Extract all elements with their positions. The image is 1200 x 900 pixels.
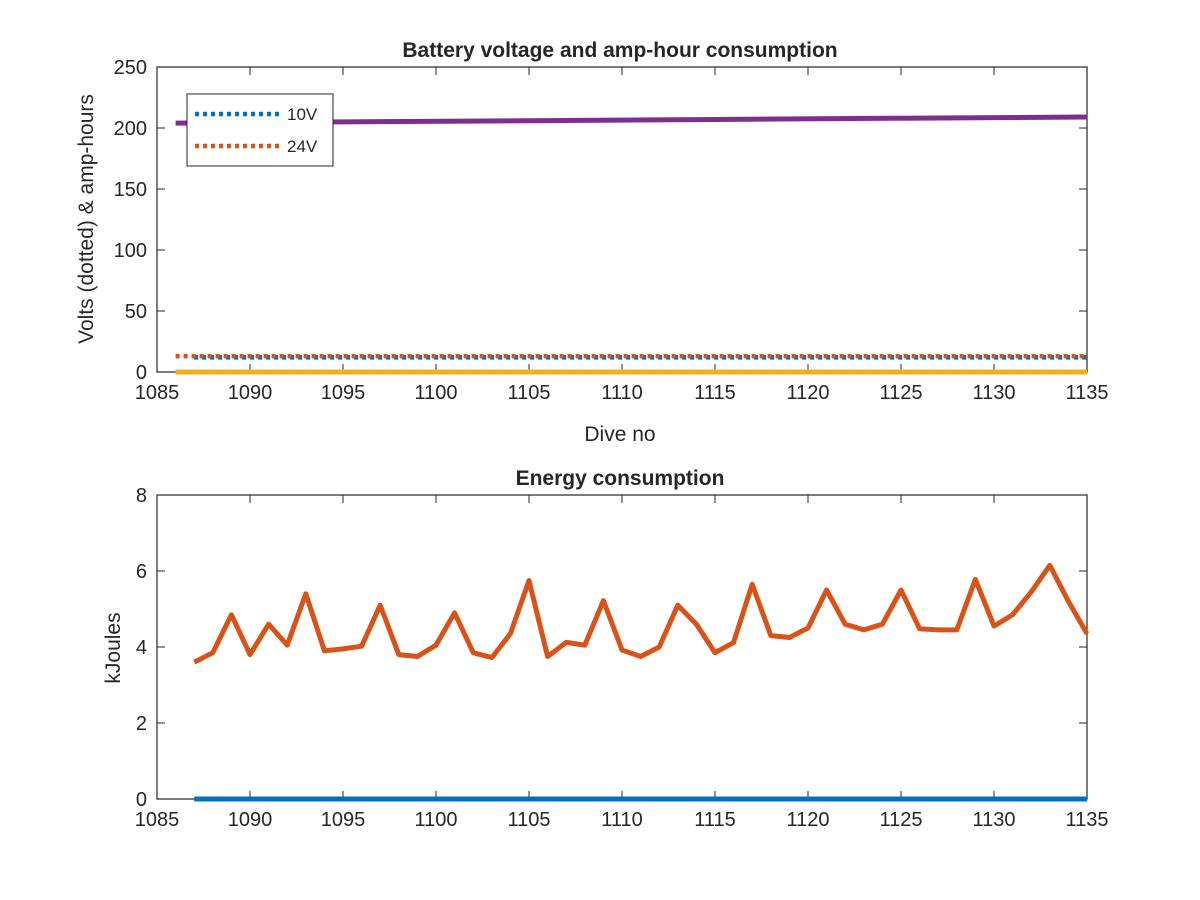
top-chart-ytick-label: 200 — [114, 118, 147, 140]
top-chart-ytick-label: 0 — [136, 362, 147, 384]
bottom-chart-ytick-label: 0 — [136, 789, 147, 811]
legend-label-24v: 24V — [287, 137, 318, 156]
top-chart-ytick-label: 250 — [114, 57, 147, 79]
top-chart-xtick-label: 1090 — [228, 382, 273, 404]
top-chart-xtick-label: 1110 — [601, 382, 643, 404]
top-chart-xtick-label: 1115 — [694, 382, 736, 404]
top-chart-xtick-label: 1100 — [414, 382, 457, 404]
bottom-chart-xtick-label: 1095 — [321, 809, 366, 831]
top-chart-title: Battery voltage and amp-hour consumption — [402, 39, 837, 62]
top-chart-ytick-label: 150 — [114, 179, 147, 201]
bottom-chart-ytick-label: 2 — [136, 713, 147, 735]
top-chart-xtick-label: 1120 — [786, 382, 829, 404]
bottom-chart-ytick-label: 4 — [136, 637, 147, 659]
top-chart-xtick-label: 1125 — [879, 382, 922, 404]
bottom-chart-xtick-label: 1135 — [1065, 809, 1108, 831]
bottom-chart-xtick-label: 1120 — [786, 809, 829, 831]
top-chart-xtick-label: 1085 — [135, 382, 180, 404]
top-chart-ytick-label: 50 — [125, 301, 147, 323]
bottom-chart-ylabel: kJoules — [102, 612, 125, 683]
top-chart-xlabel: Dive no — [584, 423, 655, 446]
bottom-chart-xtick-label: 1115 — [694, 809, 736, 831]
bottom-chart-title: Energy consumption — [516, 467, 725, 490]
legend-label-10v: 10V — [287, 105, 318, 124]
bottom-chart-ytick-label: 6 — [136, 561, 147, 583]
top-chart-xtick-label: 1105 — [507, 382, 550, 404]
bottom-chart-xtick-label: 1125 — [879, 809, 922, 831]
bottom-chart-xtick-label: 1100 — [414, 809, 457, 831]
bottom-chart-xtick-label: 1090 — [228, 809, 273, 831]
top-chart: Battery voltage and amp-hour consumption… — [75, 39, 1109, 446]
top-chart-xtick-label: 1095 — [321, 382, 366, 404]
bottom-chart-xtick-label: 1085 — [135, 809, 180, 831]
top-chart-ylabel: Volts (dotted) & amp-hours — [75, 94, 98, 344]
legend-box — [186, 93, 334, 167]
bottom-chart-series-line1 — [193, 562, 1090, 665]
bottom-chart-xtick-label: 1105 — [507, 809, 550, 831]
top-chart-ytick-label: 100 — [114, 240, 147, 262]
bottom-chart-xtick-label: 1130 — [972, 809, 1015, 831]
bottom-chart: Energy consumption kJoules 1085 1090 1095 1… — [102, 467, 1109, 831]
top-chart-xtick-label: 1135 — [1065, 382, 1108, 404]
top-chart-xtick-label: 1130 — [972, 382, 1015, 404]
bottom-chart-xtick-label: 1110 — [601, 809, 643, 831]
bottom-chart-ytick-label: 8 — [136, 485, 147, 507]
